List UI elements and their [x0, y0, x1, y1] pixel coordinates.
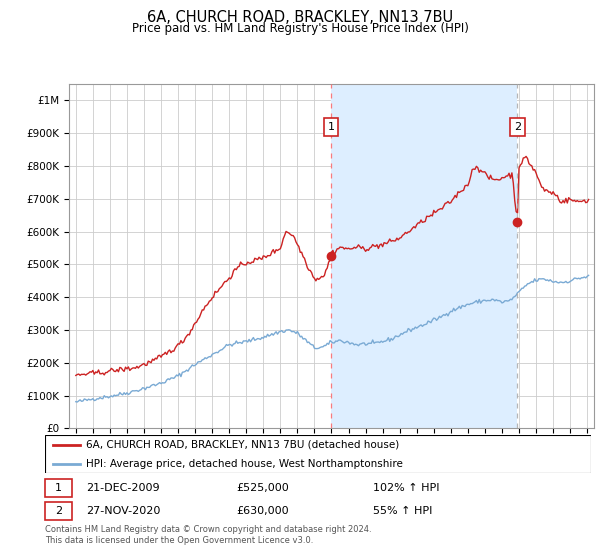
Text: 21-DEC-2009: 21-DEC-2009 [86, 483, 160, 493]
Text: Contains HM Land Registry data © Crown copyright and database right 2024.
This d: Contains HM Land Registry data © Crown c… [45, 525, 371, 545]
Bar [331, 84, 517, 428]
Text: 1: 1 [328, 122, 334, 132]
Text: 55% ↑ HPI: 55% ↑ HPI [373, 506, 432, 516]
Text: 1: 1 [55, 483, 62, 493]
Text: 27-NOV-2020: 27-NOV-2020 [86, 506, 160, 516]
Bar [45, 479, 73, 497]
Text: 2: 2 [514, 122, 521, 132]
Bar [45, 502, 73, 520]
Text: HPI: Average price, detached house, West Northamptonshire: HPI: Average price, detached house, West… [86, 459, 403, 469]
Text: 102% ↑ HPI: 102% ↑ HPI [373, 483, 439, 493]
Text: £630,000: £630,000 [236, 506, 289, 516]
Text: 6A, CHURCH ROAD, BRACKLEY, NN13 7BU (detached house): 6A, CHURCH ROAD, BRACKLEY, NN13 7BU (det… [86, 440, 399, 450]
Text: Price paid vs. HM Land Registry's House Price Index (HPI): Price paid vs. HM Land Registry's House … [131, 22, 469, 35]
Text: £525,000: £525,000 [236, 483, 289, 493]
Text: 2: 2 [55, 506, 62, 516]
Text: 6A, CHURCH ROAD, BRACKLEY, NN13 7BU: 6A, CHURCH ROAD, BRACKLEY, NN13 7BU [147, 10, 453, 25]
